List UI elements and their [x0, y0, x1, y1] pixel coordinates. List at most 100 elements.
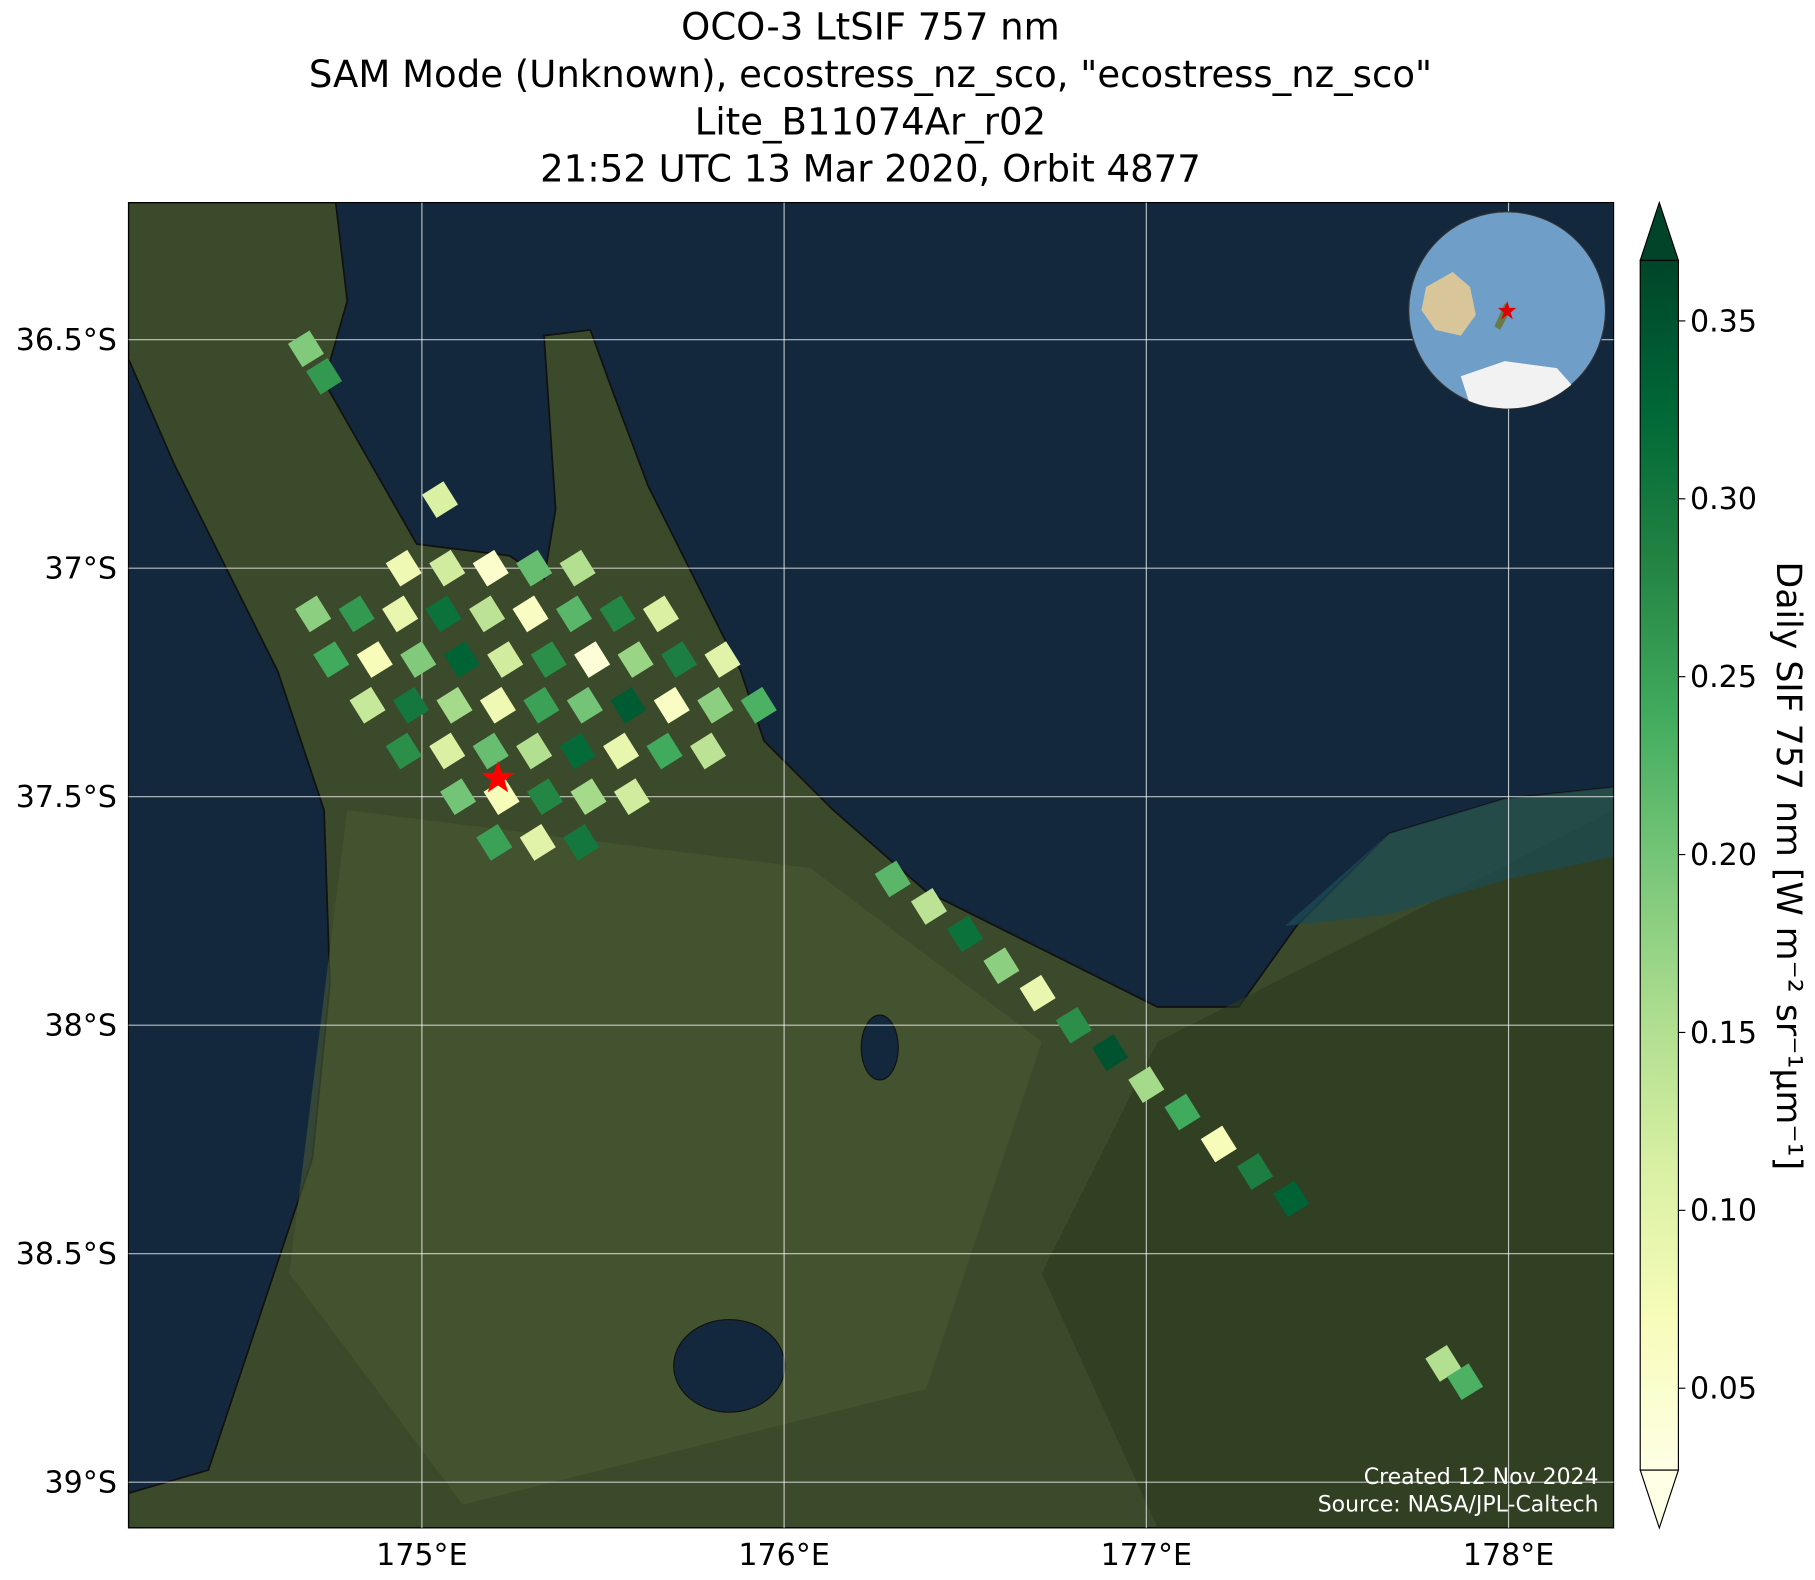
sif-footprint — [476, 824, 513, 861]
sif-footprint — [617, 641, 654, 678]
sif-footprint — [646, 732, 683, 770]
colorbar-tick-label: 0.35 — [1690, 304, 1757, 339]
sif-footprint — [313, 641, 350, 678]
land-texture — [289, 810, 1042, 1505]
sif-footprint — [287, 330, 324, 368]
y-tick-label: 37.5°S — [16, 780, 117, 815]
sif-footprint — [349, 686, 386, 724]
sif-layer — [287, 330, 1484, 1401]
colorbar-label: Daily SIF 757 nm [W m⁻² sr⁻¹μm⁻¹] — [1768, 561, 1808, 1170]
sif-footprint — [559, 732, 596, 770]
target-star — [481, 761, 515, 793]
sif-footprint — [661, 641, 698, 678]
globe-star — [1497, 300, 1517, 320]
sif-footprint — [425, 595, 462, 633]
sif-footprint — [1019, 974, 1056, 1012]
colorbar-extend-max — [1639, 200, 1680, 262]
sif-footprint — [1128, 1066, 1165, 1103]
sif-footprint — [704, 641, 741, 678]
sif-footprint — [603, 732, 640, 770]
sif-footprint — [1425, 1345, 1462, 1382]
basemap — [128, 202, 1614, 1528]
title-line: 21:52 UTC 13 Mar 2020, Orbit 4877 — [540, 148, 1201, 191]
sif-footprint — [1236, 1153, 1274, 1190]
sif-footprint — [338, 595, 375, 633]
sif-footprint — [469, 595, 506, 633]
title-line: Lite_B11074Ar_r02 — [695, 100, 1046, 143]
colorbar-extend-min — [1639, 1469, 1680, 1530]
colorbar-body — [1640, 260, 1679, 1471]
sif-footprint — [566, 686, 603, 724]
sif-footprint — [1447, 1363, 1484, 1401]
sif-footprint — [570, 778, 607, 816]
sif-footprint — [306, 357, 343, 395]
sif-footprint — [472, 549, 509, 587]
sif-footprint — [356, 641, 393, 678]
sif-footprint — [1200, 1125, 1237, 1163]
sif-footprint — [516, 732, 553, 770]
sif-footprint — [385, 732, 422, 770]
sif-footprint — [610, 686, 647, 724]
sif-footprint — [690, 732, 727, 770]
sif-footprint — [527, 778, 564, 816]
y-tick-label: 38°S — [45, 1009, 117, 1044]
sif-footprint — [436, 686, 473, 724]
sif-footprint — [382, 595, 419, 633]
ticks: 175°E 176°E 177°E 178°E 36.5°S 37°S 37.5°S 38°S… — [16, 202, 1614, 1573]
colorbar-tick-label: 0.25 — [1690, 660, 1757, 695]
y-tick-label: 37°S — [45, 552, 117, 587]
sif-footprint — [487, 641, 524, 678]
sif-footprint — [874, 860, 911, 898]
antarctica — [1460, 361, 1575, 409]
sif-footprint — [563, 824, 600, 861]
lake — [860, 1014, 899, 1081]
australia — [1421, 272, 1476, 336]
sif-footprint — [530, 641, 567, 678]
x-tick-label: 178°E — [1463, 1538, 1554, 1573]
x-tick-label: 176°E — [738, 1538, 829, 1573]
title-line: OCO-3 LtSIF 757 nm — [681, 5, 1060, 48]
sif-footprint — [1164, 1093, 1201, 1131]
lake — [673, 1318, 786, 1413]
colorbar-tick-label: 0.20 — [1690, 838, 1757, 873]
sif-footprint — [295, 595, 332, 633]
sif-footprint — [947, 915, 984, 953]
sif-footprint — [1055, 1006, 1092, 1044]
colorbar-tick-label: 0.30 — [1690, 482, 1757, 517]
colorbar-tick-label: 0.15 — [1690, 1016, 1757, 1051]
colorbar: 0.05 0.10 0.15 0.20 0.25 0.30 0.35 — [1639, 200, 1757, 1530]
sif-footprint — [740, 686, 777, 724]
sif-footprint — [697, 686, 734, 724]
sif-footprint — [512, 595, 549, 633]
colorbar-tick-label: 0.10 — [1690, 1194, 1757, 1229]
y-tick-label: 36.5°S — [16, 323, 117, 358]
land-texture — [1041, 810, 1614, 1528]
sif-footprint — [910, 888, 948, 925]
sif-footprint — [613, 778, 650, 816]
sif-footprint — [599, 595, 636, 633]
sif-footprint — [443, 641, 480, 678]
credit: Source: NASA/JPL-Caltech — [1318, 1493, 1599, 1518]
sif-footprint — [523, 686, 560, 724]
inset-globe — [1408, 211, 1607, 410]
colorbar-frame — [1639, 259, 1679, 1471]
sif-footprint — [472, 732, 509, 770]
sif-footprint — [479, 686, 516, 724]
colorbar-tick-label: 0.05 — [1690, 1372, 1757, 1407]
sif-footprint — [1092, 1034, 1129, 1071]
sif-footprint — [400, 641, 437, 678]
map-frame — [127, 201, 1615, 1529]
sif-footprint — [429, 732, 466, 770]
y-tick-label: 38.5°S — [16, 1237, 117, 1272]
sif-footprint — [516, 549, 553, 587]
sif-footprint — [559, 549, 596, 587]
sif-footprint — [440, 778, 477, 816]
sif-footprint — [642, 595, 679, 633]
sif-footprint — [574, 641, 611, 678]
credit: Created 12 Nov 2024 — [1364, 1465, 1599, 1490]
sif-footprint — [393, 686, 430, 724]
sif-footprint — [385, 549, 422, 587]
sif-footprint — [653, 686, 690, 724]
sif-footprint — [421, 481, 459, 518]
